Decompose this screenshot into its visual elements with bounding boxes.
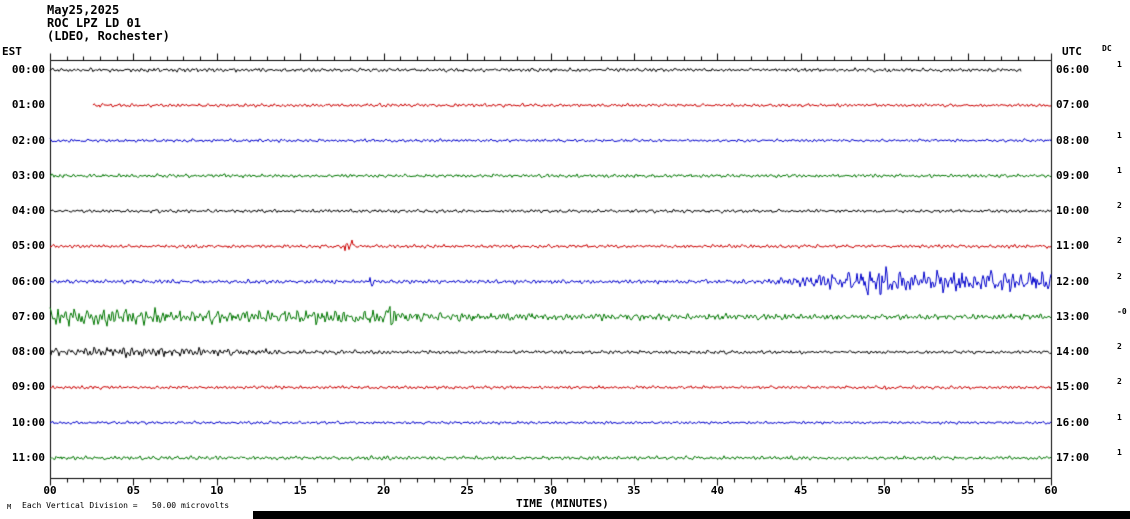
dc-value: 1 [1117,165,1122,175]
est-time-label: 11:00 [11,450,45,464]
x-tick-label: 45 [794,484,808,497]
dc-value: 1 [1117,130,1122,140]
est-time-label: 05:00 [11,239,45,253]
utc-time-label: 08:00 [1056,133,1090,147]
utc-axis-label: UTC [1062,45,1082,58]
utc-time-label: 17:00 [1056,450,1090,464]
est-time-label: 02:00 [11,133,45,147]
dc-value: 2 [1117,236,1122,246]
x-tick-label: 55 [960,484,975,497]
utc-time-label: 11:00 [1056,239,1090,253]
utc-time-label: 09:00 [1056,168,1090,182]
dc-axis-label: DC [1102,44,1112,53]
dc-value: 1 [1117,412,1122,422]
est-time-label: 01:00 [11,98,45,112]
x-tick-label: 20 [377,484,391,497]
utc-time-label: 07:00 [1056,98,1090,112]
utc-time-label: 13:00 [1056,309,1090,323]
dc-value: 2 [1117,342,1122,352]
est-time-label: 09:00 [11,380,45,394]
est-time-label: 10:00 [11,415,45,429]
scale-footnote: Each Vertical Division = 50.00 microvolt… [22,501,230,510]
est-time-label: 08:00 [11,345,45,359]
utc-time-label: 12:00 [1056,274,1090,288]
est-time-label: 03:00 [11,168,45,182]
x-tick-label: 25 [460,484,474,497]
x-tick-label: 00 [43,484,57,497]
x-tick-label: 60 [1044,484,1058,497]
x-tick-label: 30 [543,484,558,497]
utc-time-label: 10:00 [1056,204,1090,218]
x-tick-label: 40 [710,484,724,497]
est-time-label: 04:00 [11,204,45,218]
dc-value: -0 [1117,306,1127,316]
dc-value: 1 [1117,447,1122,457]
dc-value: 2 [1117,377,1122,387]
x-tick-label: 05 [126,484,141,497]
est-time-label: 00:00 [11,63,45,76]
dc-value: 2 [1117,271,1122,281]
utc-time-label: 14:00 [1056,345,1090,359]
title-date: May25,2025 [47,3,120,17]
x-axis-title: TIME (MINUTES) [516,497,609,510]
x-tick-label: 35 [627,484,641,497]
x-tick-label: 50 [877,484,891,497]
est-axis-label: EST [2,45,22,58]
dc-value: 1 [1117,60,1122,69]
est-time-label: 07:00 [11,309,45,323]
title-location: (LDEO, Rochester) [47,29,170,43]
est-time-label: 06:00 [11,274,45,288]
title-station: ROC LPZ LD 01 [47,16,141,30]
utc-time-label: 06:00 [1056,63,1090,76]
x-tick-label: 15 [293,484,307,497]
x-tick-label: 10 [210,484,224,497]
dc-value: 2 [1117,201,1122,211]
utc-time-label: 15:00 [1056,380,1090,394]
utc-time-label: 16:00 [1056,415,1090,429]
bottom-black-bar [253,511,1130,519]
watermark-mark: M [7,503,12,511]
